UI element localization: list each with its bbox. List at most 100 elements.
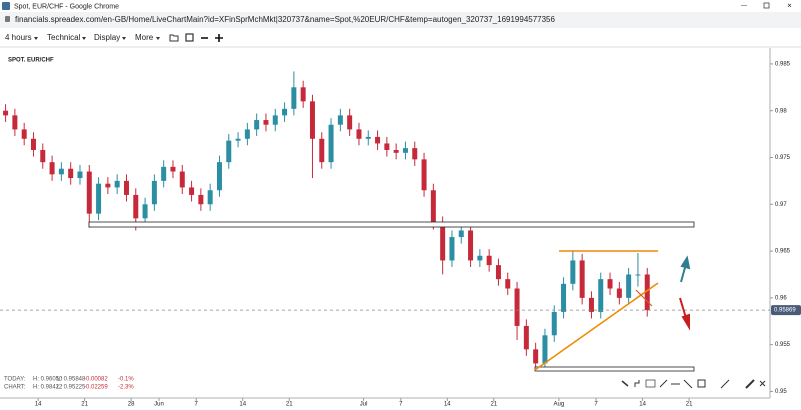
candle-body (300, 87, 306, 102)
candle-body (356, 129, 362, 139)
support-zone (534, 366, 695, 372)
candle-body (189, 187, 195, 195)
zoom-in-button[interactable] (215, 34, 223, 42)
candle-body (198, 194, 204, 205)
candle-body (226, 140, 232, 163)
x-tick-label: 21 (686, 402, 693, 408)
app-icon (2, 2, 10, 10)
resistance-zone (88, 221, 695, 228)
y-tick-label: 0.975 (775, 155, 791, 161)
candle-body (375, 136, 381, 144)
candle-body (309, 101, 315, 139)
title-bar (0, 0, 801, 12)
info-text: -0.1% (118, 377, 134, 383)
candle-body (347, 115, 353, 130)
candle-body (30, 138, 36, 151)
candle-body (588, 297, 594, 312)
dropdown-arrow (34, 37, 38, 40)
tool-arrow[interactable] (621, 380, 629, 387)
maximize[interactable] (763, 2, 770, 9)
candle-body (263, 120, 269, 125)
breakout-line (635, 289, 653, 307)
candle-body (244, 129, 250, 139)
candle-body (430, 190, 436, 223)
candle-body (635, 274, 641, 276)
tool-ray[interactable] (683, 379, 693, 389)
candle-body (105, 183, 111, 188)
candle-body (179, 171, 185, 188)
candle-body (254, 120, 260, 130)
x-tick-label: Jul (360, 402, 368, 408)
address-bar (0, 12, 801, 28)
x-tick-label: Jun (154, 402, 164, 408)
candle-body (579, 260, 585, 298)
url[interactable]: financials.spreadex.com/en-GB/Home/LiveC… (15, 15, 556, 24)
x-tick-label: 21 (81, 402, 88, 408)
save-button[interactable] (185, 33, 194, 42)
y-tick-label: 0.95 (775, 389, 787, 395)
candle-body (458, 230, 464, 238)
interval-button[interactable]: 4 hours (5, 33, 32, 42)
candle-body (495, 265, 501, 280)
info-text: H: 0.96050 (33, 377, 63, 383)
candle-body (272, 115, 278, 125)
candle-body (21, 129, 27, 139)
y-tick-label: 0.98 (775, 108, 787, 114)
candle-body (68, 168, 74, 179)
triangle-bottom (534, 282, 659, 371)
candle-body (96, 183, 102, 214)
drawing-tools (621, 379, 766, 389)
candle-body (384, 143, 390, 151)
candle-body (486, 255, 492, 266)
info-text: -0.02259 (84, 385, 108, 391)
candle-body (402, 148, 408, 153)
tool-clear[interactable] (759, 380, 766, 387)
candle-body (598, 279, 604, 312)
info-text: -2.3% (118, 385, 134, 391)
tool-brush[interactable] (745, 379, 755, 389)
candle-body (114, 180, 120, 188)
open-button[interactable] (169, 34, 179, 42)
more-button[interactable]: More (135, 33, 154, 42)
candle-body (505, 279, 511, 289)
chart-title: SPOT. EUR/CHF (8, 58, 54, 64)
last-price-badge (771, 305, 801, 316)
candle-body (216, 162, 222, 191)
tool-fib[interactable] (645, 379, 656, 388)
tool-pen[interactable] (720, 379, 730, 389)
candle-body (12, 115, 18, 130)
window-title: Spot, EUR/CHF - Google Chrome (14, 3, 119, 10)
candle-body (123, 180, 129, 195)
y-tick-label: 0.965 (775, 249, 791, 255)
minimize[interactable]: — (741, 4, 747, 10)
candle-body (151, 180, 157, 205)
technical-button[interactable]: Technical (47, 33, 81, 42)
candle-body (282, 108, 288, 116)
close[interactable]: ✕ (787, 4, 792, 10)
display-button[interactable]: Display (94, 33, 120, 42)
y-tick-label: 0.97 (775, 202, 787, 208)
dropdown-arrow (156, 37, 160, 40)
tool-rect[interactable] (697, 379, 706, 388)
x-tick-label: 21 (286, 402, 293, 408)
info-text: CHART: (4, 385, 26, 391)
info-text: L: 0.95225 (57, 385, 86, 391)
info-text: -0.00082 (84, 377, 108, 383)
candle-body (3, 110, 9, 116)
candle-body (170, 166, 176, 172)
x-tick-label: Aug (554, 402, 565, 408)
dropdown-arrow (82, 37, 86, 40)
candle-body (616, 288, 622, 298)
candle-body (440, 223, 446, 261)
candle-body (235, 138, 241, 141)
candle-body (58, 168, 64, 175)
tool-line[interactable] (659, 379, 668, 388)
plot: 0.95 0.955 0.96 0.965 0.97 0.975 0.98 0.985 14 21… (0, 61, 801, 408)
x-tick-label: 7 (195, 402, 199, 408)
tool-step[interactable] (634, 380, 640, 387)
x-tick-label: 7 (594, 402, 598, 408)
candle-body (291, 87, 297, 109)
candle-body (421, 159, 427, 191)
x-tick-label: 21 (490, 402, 497, 408)
lock-icon (5, 16, 10, 22)
